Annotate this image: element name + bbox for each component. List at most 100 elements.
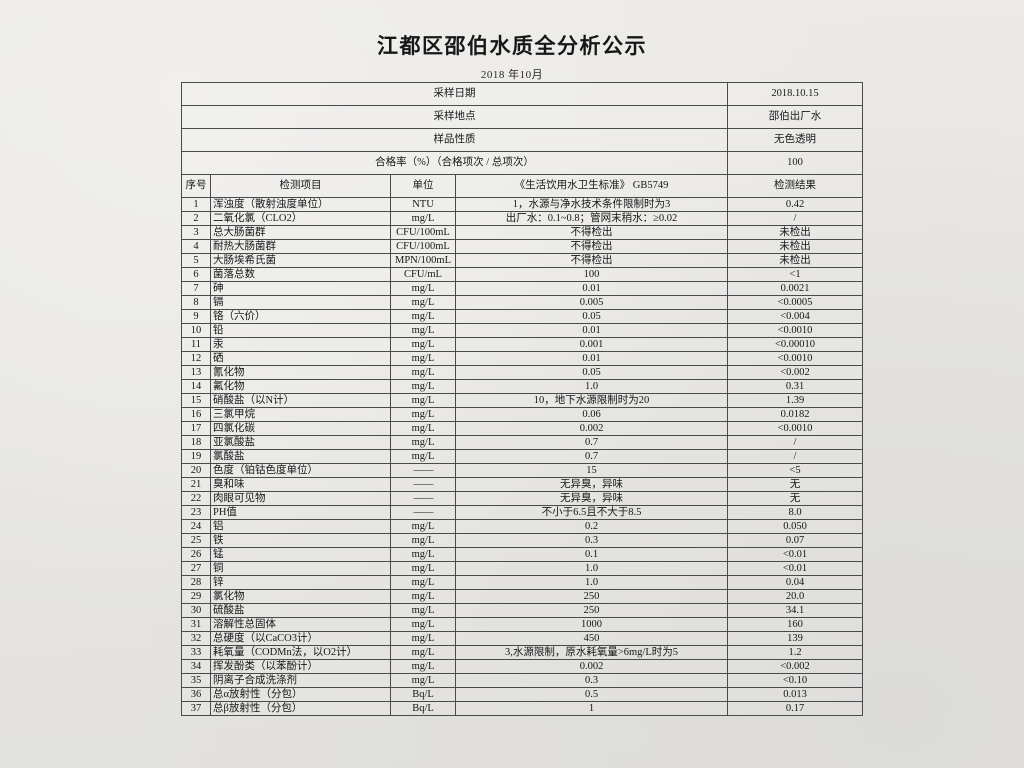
cell-result: 1.2 [727,645,863,660]
cell-standard: 1.0 [455,561,728,576]
cell-item: 硒 [210,351,391,366]
cell-item: 硫酸盐 [210,603,391,618]
cell-result: <1 [727,267,863,282]
table-row: 26 锰 mg/L 0.1 <0.01 [181,547,863,562]
cell-item: 镉 [210,295,391,310]
cell-standard: 0.5 [455,687,728,702]
cell-result: <0.01 [727,547,863,562]
table-row: 14 氟化物 mg/L 1.0 0.31 [181,379,863,394]
cell-no: 24 [181,519,211,534]
cell-no: 20 [181,463,211,478]
cell-unit: mg/L [390,365,456,380]
cell-result: 139 [727,631,863,646]
cell-unit: mg/L [390,337,456,352]
table-row: 8 镉 mg/L 0.005 <0.0005 [181,295,863,310]
meta-row: 采样日期 2018.10.15 [181,82,863,106]
cell-item: 四氯化碳 [210,421,391,436]
cell-result: 1.39 [727,393,863,408]
cell-result: 0.31 [727,379,863,394]
table-row: 20 色度（铂钴色度单位） —— 15 <5 [181,463,863,478]
table-header-row: 序号 检测项目 单位 《生活饮用水卫生标准》 GB5749 检测结果 [181,174,863,198]
cell-standard: 250 [455,589,728,604]
cell-no: 29 [181,589,211,604]
table-row: 24 铝 mg/L 0.2 0.050 [181,519,863,534]
table-row: 18 亚氯酸盐 mg/L 0.7/ [181,435,863,450]
cell-item: 阴离子合成洗涤剂 [210,673,391,688]
cell-standard: 0.3 [455,673,728,688]
table-row: 6 菌落总数 CFU/mL 100 <1 [181,267,863,282]
cell-standard: 0.2 [455,519,728,534]
cell-unit: mg/L [390,603,456,618]
cell-standard: 0.01 [455,281,728,296]
table-row: 22 肉眼可见物 —— 无异臭，异味无 [181,491,863,506]
table-row: 12 硒 mg/L 0.01 <0.0010 [181,351,863,366]
cell-standard: 不小于6.5且不大于8.5 [455,505,728,520]
cell-standard: 450 [455,631,728,646]
cell-item: PH值 [210,505,391,520]
cell-result: <0.0005 [727,295,863,310]
cell-unit: mg/L [390,393,456,408]
cell-unit: —— [390,505,456,520]
cell-standard: 10，地下水源限制时为20 [455,393,728,408]
cell-item: 铁 [210,533,391,548]
cell-result: / [727,435,863,450]
meta-row: 样品性质 无色透明 [181,128,863,152]
cell-result: 8.0 [727,505,863,520]
meta-label: 合格率（%）（合格项次 / 总项次） [181,151,728,175]
cell-result: <0.002 [727,659,863,674]
cell-result: 20.0 [727,589,863,604]
cell-item: 耗氧量（CODMn法，以O2计） [210,645,391,660]
cell-item: 铜 [210,561,391,576]
cell-standard: 0.005 [455,295,728,310]
cell-unit: —— [390,491,456,506]
table-row: 37 总β放射性（分包） Bq/L 1 0.17 [181,701,863,716]
cell-result: <5 [727,463,863,478]
table-row: 4 耐热大肠菌群 CFU/100mL 不得检出 未检出 [181,239,863,254]
cell-standard: 0.002 [455,659,728,674]
cell-item: 肉眼可见物 [210,491,391,506]
cell-item: 铬（六价） [210,309,391,324]
table-row: 23 PH值 —— 不小于6.5且不大于8.5 8.0 [181,505,863,520]
cell-standard: 1，水源与净水技术条件限制时为3 [455,197,728,212]
cell-result: 未检出 [727,253,863,268]
cell-result: 34.1 [727,603,863,618]
cell-standard: 出厂水：0.1~0.8；管网末稍水：≥0.02 [455,211,728,226]
cell-result: <0.0010 [727,323,863,338]
cell-item: 亚氯酸盐 [210,435,391,450]
table-row: 34 挥发酚类（以苯酚计） mg/L 0.002 <0.002 [181,659,863,674]
cell-no: 22 [181,491,211,506]
cell-no: 2 [181,211,211,226]
cell-unit: CFU/100mL [390,239,456,254]
cell-standard: 0.3 [455,533,728,548]
cell-no: 37 [181,701,211,716]
cell-standard: 0.7 [455,435,728,450]
cell-no: 21 [181,477,211,492]
cell-standard: 无异臭，异味 [455,491,728,506]
cell-unit: mg/L [390,617,456,632]
cell-result: 160 [727,617,863,632]
cell-item: 总大肠菌群 [210,225,391,240]
meta-label: 采样地点 [181,105,728,129]
column-header-item: 检测项目 [210,174,391,198]
cell-item: 溶解性总固体 [210,617,391,632]
cell-item: 砷 [210,281,391,296]
cell-result: 无 [727,477,863,492]
cell-no: 23 [181,505,211,520]
cell-no: 3 [181,225,211,240]
cell-unit: mg/L [390,281,456,296]
meta-label: 样品性质 [181,128,728,152]
cell-item: 硝酸盐（以N计） [210,393,391,408]
title-block: 江都区邵伯水质全分析公示 2018 年10月 [0,30,1024,82]
cell-item: 菌落总数 [210,267,391,282]
cell-no: 4 [181,239,211,254]
table-row: 36 总α放射性（分包） Bq/L 0.5 0.013 [181,687,863,702]
cell-no: 5 [181,253,211,268]
cell-result: 0.04 [727,575,863,590]
cell-no: 12 [181,351,211,366]
cell-result: 0.17 [727,701,863,716]
cell-no: 15 [181,393,211,408]
cell-result: / [727,211,863,226]
table-row: 1 浑浊度（散射浊度单位） NTU 1，水源与净水技术条件限制时为3 0.42 [181,197,863,212]
cell-no: 19 [181,449,211,464]
table-row: 17 四氯化碳 mg/L 0.002 <0.0010 [181,421,863,436]
